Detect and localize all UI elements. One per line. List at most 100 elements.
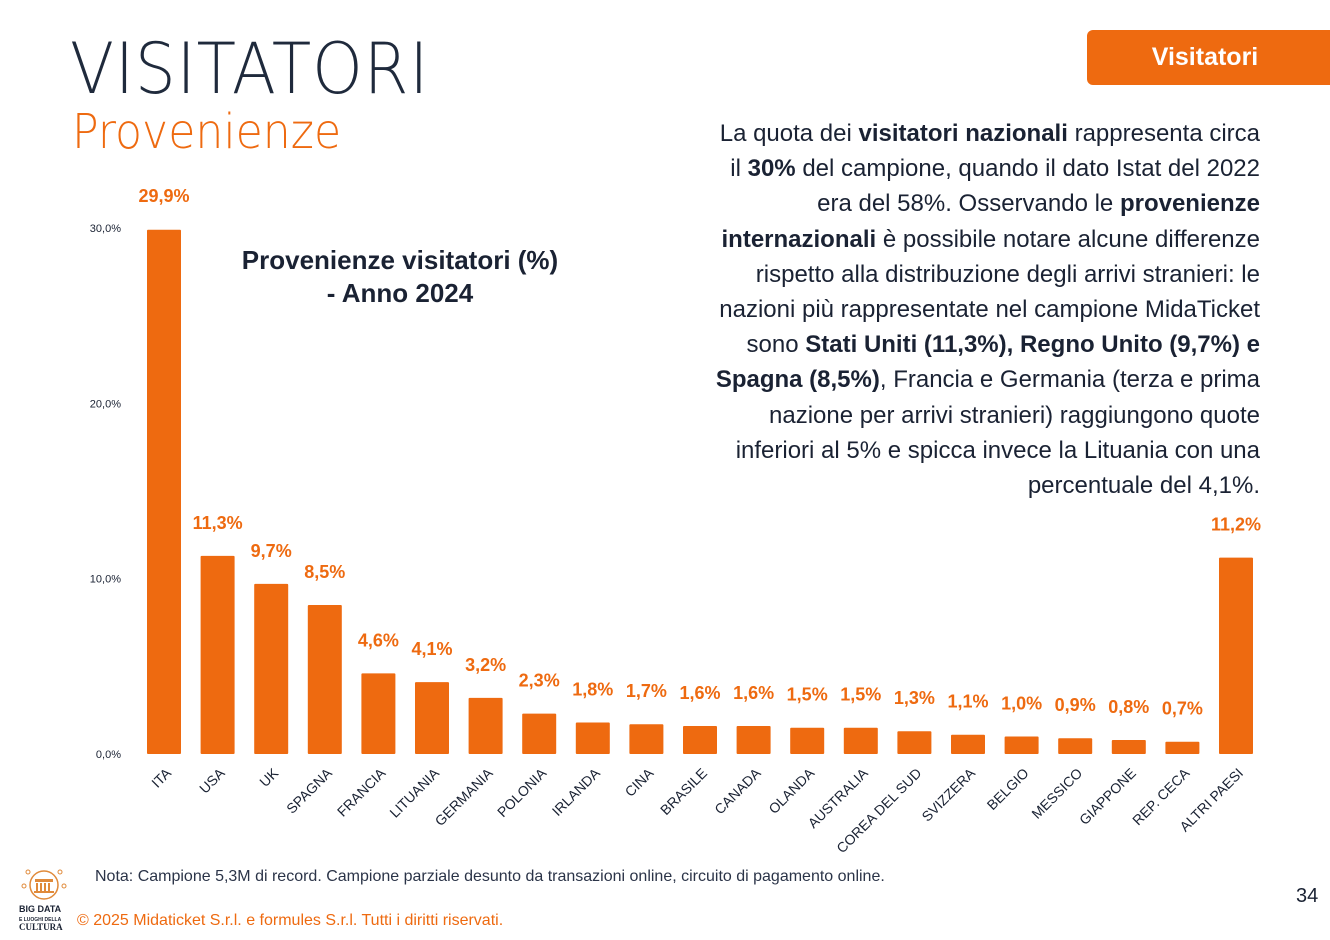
data-label: 29,9% xyxy=(138,186,189,206)
paragraph-text: inferiori al 5% e spicca invece la Litua… xyxy=(735,436,1260,464)
paragraph-text: nazione per arrivi stranieri) raggiungon… xyxy=(769,401,1260,429)
bar-messico xyxy=(1058,738,1093,754)
paragraph-text: del campione, quando il dato Istat del 2… xyxy=(795,155,1260,183)
paragraph-text: , Francia e Germania (terza e prima xyxy=(879,366,1260,394)
paragraph-line: Spagna (8,5%), Francia e Germania (terza… xyxy=(620,362,1260,397)
x-tick-label: SPAGNA xyxy=(283,764,335,816)
paragraph-text: nazioni più rappresentate nel campione M… xyxy=(719,296,1260,324)
bar-ita xyxy=(147,229,181,755)
big-data-logo-icon xyxy=(21,869,67,900)
paragraph-bold-text: visitatori nazionali xyxy=(858,120,1068,147)
paragraph-line: era del 58%. Osservando le provenienze xyxy=(620,186,1260,221)
y-tick-label: 10,0% xyxy=(90,574,121,586)
x-tick-label: SVIZZERA xyxy=(918,764,978,824)
bar-chart: 0,0% 10,0% 20,0% 30,0% 29,9% ITA 11,3% USA 9,7% U… xyxy=(90,184,1263,856)
section-badge: Visitatori xyxy=(1087,30,1330,85)
paragraph-bold-text: Stati Uniti (11,3%), Regno Unito (9,7%) … xyxy=(805,331,1260,359)
data-label: 11,3% xyxy=(193,513,243,533)
paragraph-text: il xyxy=(730,155,748,183)
bar-irlanda xyxy=(575,722,610,754)
paragraph-text: rispetto alla distribuzione degli arrivi… xyxy=(755,260,1260,288)
data-label: 0,9% xyxy=(1055,695,1096,715)
data-label: 1,6% xyxy=(679,683,720,703)
y-tick-label: 0,0% xyxy=(96,749,121,761)
bar-olanda xyxy=(790,727,825,754)
page-number: 34 xyxy=(1296,885,1319,907)
bar-francia xyxy=(361,673,396,754)
data-label: 1,0% xyxy=(1001,693,1042,713)
x-tick-label: ITA xyxy=(148,764,174,790)
data-label: 3,2% xyxy=(465,655,506,675)
bar-altri-paesi xyxy=(1219,557,1253,754)
paragraph-text: è possibile notare alcune differenze xyxy=(876,225,1260,253)
footnote: Nota: Campione 5,3M di record. Campione … xyxy=(95,868,885,885)
x-tick-label: POLONIA xyxy=(494,764,550,820)
chart-title: Provenienze visitatori (%) - Anno 2024 xyxy=(200,244,600,310)
paragraph-bold-text: provenienze xyxy=(1119,190,1260,218)
paragraph-line: internazionali è possibile notare alcune… xyxy=(620,222,1261,257)
bar-canada xyxy=(736,725,771,754)
copyright: © 2025 Midaticket S.r.l. e formules S.r.… xyxy=(77,912,504,929)
x-tick-label: USA xyxy=(196,764,228,796)
bar-brasile xyxy=(683,725,717,754)
y-tick-label: 20,0% xyxy=(90,398,121,410)
paragraph-text: era del 58%. Osservando le xyxy=(817,190,1120,218)
chart-title-line1: Provenienze visitatori (%) xyxy=(241,245,559,275)
x-tick-label: IRLANDA xyxy=(549,764,604,819)
paragraph-bold-text: internazionali xyxy=(721,225,877,253)
paragraph-text: La quota dei xyxy=(719,120,859,147)
paragraph-line: percentuale del 4,1%. xyxy=(620,468,1260,503)
x-tick-label: BRASILE xyxy=(657,765,710,818)
logo-text: BIG DATA E LUOGHI DELLA CULTURA xyxy=(19,904,63,932)
data-label: 1,5% xyxy=(787,685,828,705)
data-label: 0,7% xyxy=(1162,699,1203,719)
data-label: 8,5% xyxy=(304,562,345,582)
x-tick-label: MESSICO xyxy=(1028,765,1085,822)
paragraph-line: nazioni più rappresentate nel campione M… xyxy=(620,292,1260,327)
page-subtitle: Provenienze xyxy=(72,104,342,160)
paragraph-line: il 30% del campione, quando il dato Ista… xyxy=(620,151,1260,186)
x-tick-label: OLANDA xyxy=(765,764,817,816)
data-label: 9,7% xyxy=(251,541,292,561)
bar-giappone xyxy=(1111,739,1146,754)
x-tick-label: GERMANIA xyxy=(432,764,497,829)
paragraph-bold-text: Spagna (8,5%) xyxy=(715,366,880,394)
paragraph-line: La quota dei visitatori nazionali rappre… xyxy=(620,116,1260,151)
x-tick-label: UK xyxy=(256,764,282,790)
data-label: 1,7% xyxy=(626,681,667,701)
paragraph-line: nazione per arrivi stranieri) raggiungon… xyxy=(620,398,1260,433)
bar-corea-del-sud xyxy=(897,731,932,754)
bar-rep-ceca xyxy=(1165,741,1200,754)
page-title: VISITATORI xyxy=(70,28,430,110)
bar-svizzera xyxy=(951,734,985,754)
description-paragraph: La quota dei visitatori nazionali rappre… xyxy=(620,116,1260,503)
x-tick-label: FRANCIA xyxy=(334,764,389,819)
paragraph-line: sono Stati Uniti (11,3%), Regno Unito (9… xyxy=(620,327,1260,362)
data-label: 1,1% xyxy=(947,692,988,712)
paragraph-text: sono xyxy=(746,331,806,359)
data-label: 11,2% xyxy=(1211,515,1261,535)
chart-title-line2: - Anno 2024 xyxy=(326,278,474,308)
data-label: 1,6% xyxy=(733,683,774,703)
bar-spagna xyxy=(307,604,342,754)
data-label: 2,3% xyxy=(519,671,560,691)
paragraph-line: inferiori al 5% e spicca invece la Litua… xyxy=(620,433,1260,468)
x-tick-label: CINA xyxy=(622,764,657,799)
bar-germania xyxy=(468,697,503,754)
data-label: 4,1% xyxy=(411,639,452,659)
data-label: 1,3% xyxy=(894,688,935,708)
x-tick-label: LITUANIA xyxy=(386,764,442,820)
data-label: 4,6% xyxy=(358,630,399,650)
bar-lituania xyxy=(415,682,449,754)
y-tick-label: 30,0% xyxy=(90,223,121,235)
bar-polonia xyxy=(522,713,557,754)
x-tick-label: BELGIO xyxy=(984,765,1032,813)
paragraph-text: percentuale del 4,1%. xyxy=(1027,472,1260,500)
paragraph-bold-text: 30% xyxy=(747,155,796,183)
paragraph-line: rispetto alla distribuzione degli arrivi… xyxy=(620,257,1260,292)
bar-australia xyxy=(843,727,878,754)
x-tick-label: CANADA xyxy=(711,764,764,817)
bar-belgio xyxy=(1004,736,1039,754)
bar-usa xyxy=(200,555,235,754)
data-label: 0,8% xyxy=(1108,697,1149,717)
